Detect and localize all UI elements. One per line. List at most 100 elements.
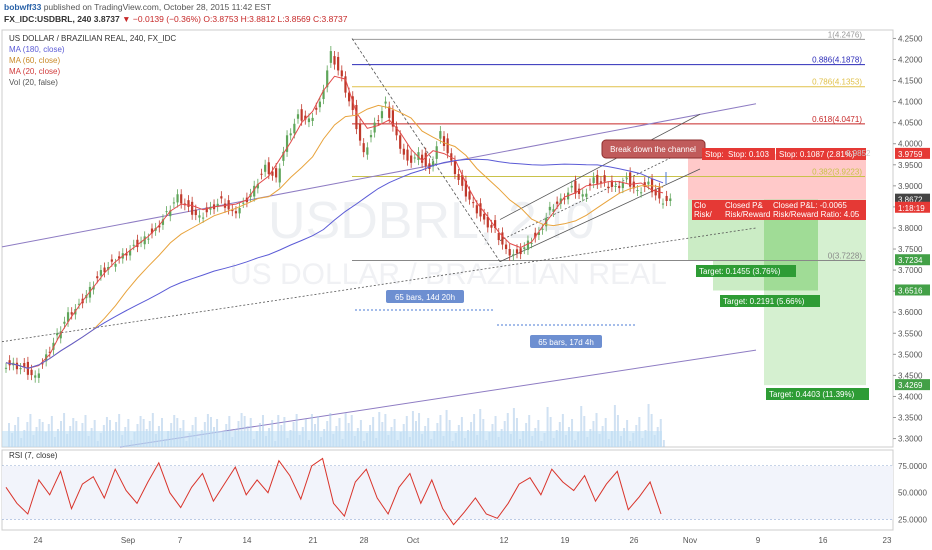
candle-up <box>293 123 296 134</box>
range-label-2-bg <box>530 335 602 348</box>
symbol: FX_IDC:USDBRL, 240 <box>4 14 92 24</box>
candle-down <box>231 209 234 212</box>
candle-up <box>669 198 672 202</box>
x-tick-label: 16 <box>819 536 828 545</box>
candle-down <box>260 173 263 175</box>
price-label: 3.4269 <box>898 381 923 390</box>
candle-up <box>512 254 515 256</box>
volume-bar <box>384 414 387 447</box>
volume-bar <box>512 408 515 447</box>
rsi-label[interactable]: RSI (7, close) <box>9 451 58 460</box>
candle-down <box>632 181 635 189</box>
candle-down <box>358 124 362 141</box>
x-tick-label: 12 <box>500 536 509 545</box>
candle-up <box>147 238 150 240</box>
y-tick-label: 4.2500 <box>898 34 923 43</box>
candle-down <box>110 259 113 262</box>
closed-left-bg <box>692 200 722 220</box>
fib-level-label: 0.786(4.1353) <box>812 78 862 87</box>
trendline-upper <box>1 103 757 248</box>
candle-down <box>158 225 161 228</box>
stop-label-mid-bg <box>725 148 775 160</box>
candle-down <box>508 249 511 256</box>
candle-down <box>118 256 121 259</box>
indicator-symbol[interactable]: US DOLLAR / BRAZILIAN REAL, 240, FX_IDC <box>9 34 177 43</box>
rr-mid: Risk/Reward <box>725 210 770 219</box>
y-tick-label: 3.6000 <box>898 308 923 317</box>
watermark-name: US DOLLAR / BRAZILIAN REAL <box>230 258 667 291</box>
candle-down <box>588 183 592 186</box>
price-label: 3.7234 <box>898 256 923 265</box>
y-tick-label: 3.3000 <box>898 435 923 444</box>
volume-bar <box>473 414 476 447</box>
candle-up <box>256 183 259 189</box>
volume-bar <box>445 410 448 447</box>
volume-bar <box>63 413 66 447</box>
candle-up <box>435 146 438 159</box>
x-tick-label: 24 <box>34 536 43 545</box>
candle-down <box>515 249 519 254</box>
candle-up <box>37 373 40 378</box>
publish-line: bobwff33 published on TradingView.com, O… <box>4 2 271 13</box>
candle-down <box>596 174 599 184</box>
x-tick-label: 28 <box>360 536 369 545</box>
candle-up <box>161 219 165 225</box>
candle-up <box>132 244 135 246</box>
chart-header: bobwff33 published on TradingView.com, O… <box>0 0 932 30</box>
volume-bar <box>411 411 414 447</box>
candle-down <box>23 363 26 367</box>
candle-down <box>629 172 632 187</box>
candle-up <box>318 101 321 108</box>
x-tick-label: 21 <box>309 536 318 545</box>
candle-down <box>344 76 347 93</box>
volume-bar <box>329 413 332 447</box>
fib-level-label: 0.886(4.1878) <box>812 56 862 65</box>
ma180-line <box>5 158 664 369</box>
candle-down <box>475 205 478 214</box>
volume-bar <box>418 413 421 447</box>
ohlc-values: O:3.8753 H:3.8812 L:3.8569 C:3.8737 <box>203 14 348 24</box>
candle-up <box>369 135 373 138</box>
candle-down <box>574 180 577 194</box>
candle-down <box>643 182 646 187</box>
candle-down <box>275 168 278 178</box>
candle-up <box>585 193 588 197</box>
price-label: 1:18:19 <box>898 204 925 213</box>
candle-down <box>479 203 482 217</box>
author-link[interactable]: bobwff33 <box>4 2 42 12</box>
candle-up <box>129 250 132 256</box>
indicator-ma60[interactable]: MA (60, close) <box>9 56 61 65</box>
price-change: ▼ −0.0139 (−0.36%) <box>122 14 201 24</box>
rsi-band-fill <box>2 466 893 520</box>
candle-up <box>77 303 81 305</box>
indicator-ma180[interactable]: MA (180, close) <box>9 45 65 54</box>
volume-bar <box>378 412 381 447</box>
range-label-2: 65 bars, 17d 4h <box>538 338 594 347</box>
closed-right-bg <box>770 200 866 220</box>
range-label-1-bg <box>386 290 464 303</box>
volume-bar <box>151 413 154 447</box>
fib-level-label: 0.382(3.9223) <box>812 167 862 176</box>
candle-down <box>300 109 303 121</box>
indicator-ma20[interactable]: MA (20, close) <box>9 67 61 76</box>
candle-up <box>198 215 201 218</box>
price-label: 3.8672 <box>898 196 923 205</box>
candle-up <box>238 208 241 214</box>
candle-down <box>501 232 504 245</box>
rsi-tick-label: 25.0000 <box>898 515 927 524</box>
y-tick-label: 3.3500 <box>898 414 923 423</box>
candle-up <box>413 157 416 159</box>
indicator-volume[interactable]: Vol (20, false) <box>9 78 58 87</box>
candle-down <box>603 175 606 182</box>
candle-down <box>468 191 471 200</box>
candle-down <box>333 56 336 65</box>
candle-down <box>48 351 51 353</box>
candle-up <box>636 190 639 192</box>
candle-down <box>464 180 467 197</box>
volume-bar <box>295 414 298 447</box>
symbol-line: FX_IDC:USDBRL, 240 3.8737 ▼ −0.0139 (−0.… <box>4 14 347 25</box>
volume-bar <box>479 409 482 447</box>
stop-hidden-value: 0.9852 <box>846 149 871 158</box>
candle-up <box>373 122 376 133</box>
